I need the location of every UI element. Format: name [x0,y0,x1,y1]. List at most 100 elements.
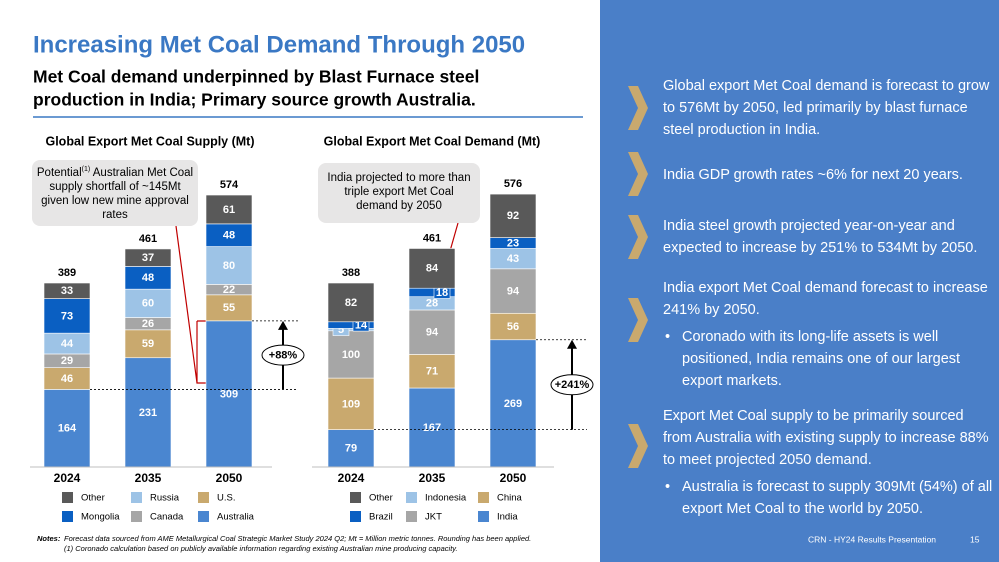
callout: India projected to more than triple expo… [318,163,480,223]
slide-title: Increasing Met Coal Demand Through 2050 [33,31,525,58]
bar-segment [43,282,91,299]
data-label: 26 [142,318,154,330]
growth-badge [550,374,594,396]
data-label: 29 [61,355,73,367]
data-label: 94 [507,285,520,297]
bar-segment [124,248,172,267]
growth-label: +241% [555,379,590,391]
point-text: Export Met Coal supply to be primarily s… [663,408,989,468]
x-tick-label: 2024 [54,471,81,485]
data-label: 23 [507,237,519,249]
bar-segment [327,282,375,323]
chart-title: Global Export Met Coal Demand (Mt) [324,134,541,148]
growth-badge [261,344,305,366]
bar-segment [489,312,537,341]
legend-swatch [198,511,209,522]
callout-text: Australian Met Coal supply shortfall of … [41,166,194,221]
total-label: 574 [220,179,239,191]
data-label: 37 [142,252,154,264]
legend-swatch [350,492,361,503]
bar-segment [327,330,375,379]
legend-swatch [478,511,489,522]
legend-swatch [62,492,73,503]
total-label: 388 [342,267,360,279]
bar-segment [408,354,456,389]
legend-swatch [478,492,489,503]
x-tick-label: 2035 [419,471,446,485]
data-label: 44 [61,338,74,350]
legend-label: Australia [217,512,255,523]
chevrons [628,86,648,468]
total-label: 461 [423,232,441,244]
legend-label: China [497,493,523,504]
data-label: 55 [223,302,235,314]
bar-segment [205,294,253,322]
data-label: 5 [338,324,344,336]
data-label: 79 [345,443,357,455]
bar-segment [205,194,253,225]
data-label: 28 [426,298,438,310]
bar-segment [327,377,375,430]
footer-source: CRN - HY24 Results Presentation [808,534,936,544]
arrow-head [278,320,288,330]
data-label: 43 [507,253,519,265]
bar-segment [124,357,172,468]
data-label: 269 [504,398,522,410]
x-tick-label: 2050 [216,471,243,485]
data-label: 71 [426,366,438,378]
data-label: 167 [423,422,441,434]
bar-segment [43,298,91,334]
data-label: 80 [223,260,235,272]
data-label: 46 [61,373,73,385]
data-label: 22 [223,284,235,296]
panel-point: India export Met Coal demand forecast to… [663,277,993,392]
legend-label: Other [81,493,105,504]
panel-point: India steel growth projected year-on-yea… [663,218,978,256]
data-label: 60 [142,298,154,310]
bar-segment [489,193,537,238]
data-label: 61 [223,204,235,216]
chevron [628,298,648,342]
bullet: Australia is forecast to supply 309Mt (5… [663,476,993,520]
callout-text: Potential [36,166,82,179]
bar-segment [124,329,172,359]
chevron [628,424,648,468]
notes-text: (1) Coronado calculation based on public… [64,544,458,553]
data-label: 14 [355,320,368,332]
chevron [628,215,648,259]
data-label: 84 [426,263,439,275]
legend-swatch [131,511,142,522]
data-label: 59 [142,338,154,350]
chevron [628,152,648,196]
legend-swatch [406,492,417,503]
notes-label: Notes: [37,534,61,543]
page-number: 15 [970,534,980,544]
panel-point: Export Met Coal supply to be primarily s… [663,405,993,520]
legend-label: Brazil [369,512,393,523]
legend-swatch [62,511,73,522]
legend-swatch [131,492,142,503]
subtitle-line: Met Coal demand underpinned by Blast Fur… [33,67,479,87]
point-text: India export Met Coal demand forecast to… [663,280,988,318]
callout-leader [175,225,207,384]
total-label: 576 [504,178,522,190]
legend-label: U.S. [217,493,235,504]
chevron [628,86,648,130]
chart-title: Global Export Met Coal Supply (Mt) [45,134,254,148]
callout: Potential(1) Australian Met Coal supply … [32,160,198,226]
legend-label: Indonesia [425,493,467,504]
total-label: 461 [139,233,157,245]
data-label: 100 [342,349,360,361]
growth-label: +88% [269,350,298,362]
data-label: 33 [61,285,73,297]
x-tick-label: 2024 [338,471,365,485]
data-label: 18 [436,287,448,299]
bullet: Coronado with its long-life assets is we… [663,326,993,392]
data-label: 109 [342,398,360,410]
panel-point: Global export Met Coal demand is forecas… [663,78,990,138]
legend-label: Russia [150,493,180,504]
data-label: 164 [58,423,77,435]
data-label: 231 [139,407,157,419]
legend-label: India [497,512,518,523]
